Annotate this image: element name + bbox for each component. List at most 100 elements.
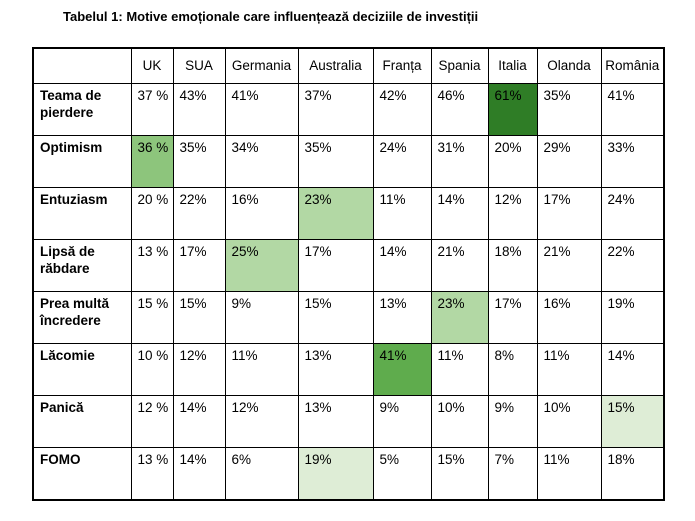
row-label: Panică	[32, 395, 132, 448]
column-header-spania: Spania	[430, 47, 489, 84]
highlighted-value-cell: 19%	[297, 447, 374, 500]
value-cell: 24%	[372, 135, 432, 188]
value-cell: 42%	[372, 83, 432, 136]
highlighted-value-cell: 23%	[297, 187, 374, 240]
value-cell: 16%	[536, 291, 602, 344]
value-cell: 10 %	[130, 343, 174, 396]
value-cell: 37%	[297, 83, 374, 136]
row-label: Prea multă încredere	[32, 291, 132, 344]
column-header-germania: Germania	[224, 47, 299, 84]
value-cell: 11%	[372, 187, 432, 240]
value-cell: 35%	[297, 135, 374, 188]
value-cell: 6%	[224, 447, 299, 500]
value-cell: 5%	[372, 447, 432, 500]
value-cell: 14%	[372, 239, 432, 292]
highlighted-value-cell: 23%	[430, 291, 489, 344]
value-cell: 20 %	[130, 187, 174, 240]
table-row: Lăcomie 10 % 12% 11% 13% 41% 11% 8% 11% 14%	[32, 343, 665, 396]
value-cell: 12 %	[130, 395, 174, 448]
table-row: FOMO 13 % 14% 6% 19% 5% 15% 7% 11% 18%	[32, 447, 665, 500]
column-header-românia: România	[600, 47, 665, 84]
value-cell: 31%	[430, 135, 489, 188]
highlighted-value-cell: 36 %	[130, 135, 174, 188]
value-cell: 13 %	[130, 239, 174, 292]
value-cell: 11%	[536, 343, 602, 396]
value-cell: 7%	[487, 447, 538, 500]
value-cell: 15%	[430, 447, 489, 500]
value-cell: 15%	[297, 291, 374, 344]
value-cell: 24%	[600, 187, 665, 240]
value-cell: 17%	[487, 291, 538, 344]
value-cell: 16%	[224, 187, 299, 240]
value-cell: 14%	[172, 395, 226, 448]
table-row: Optimism 36 % 35% 34% 35% 24% 31% 20% 29% 33%	[32, 135, 665, 188]
value-cell: 43%	[172, 83, 226, 136]
table-title: Tabelul 1: Motive emoționale care influe…	[63, 9, 479, 24]
column-header-italia: Italia	[487, 47, 538, 84]
column-header-australia: Australia	[297, 47, 374, 84]
value-cell: 41%	[600, 83, 665, 136]
table-row: Lipsă de răbdare 13 % 17% 25% 17% 14% 21% 18% 21…	[32, 239, 665, 292]
value-cell: 14%	[430, 187, 489, 240]
header-row: UK SUA Germania Australia Franța Spania Italia…	[32, 47, 665, 84]
value-cell: 10%	[430, 395, 489, 448]
value-cell: 46%	[430, 83, 489, 136]
value-cell: 17%	[297, 239, 374, 292]
value-cell: 11%	[536, 447, 602, 500]
value-cell: 8%	[487, 343, 538, 396]
column-header-franța: Franța	[372, 47, 432, 84]
row-label: Lăcomie	[32, 343, 132, 396]
value-cell: 12%	[172, 343, 226, 396]
value-cell: 18%	[487, 239, 538, 292]
highlighted-value-cell: 41%	[372, 343, 432, 396]
row-label: Lipsă de răbdare	[32, 239, 132, 292]
value-cell: 15 %	[130, 291, 174, 344]
value-cell: 17%	[536, 187, 602, 240]
corner-cell	[32, 47, 132, 84]
table-row: Panică 12 % 14% 12% 13% 9% 10% 9% 10% 15%	[32, 395, 665, 448]
column-header-olanda: Olanda	[536, 47, 602, 84]
emotions-investment-table: UK SUA Germania Australia Franța Spania Italia…	[32, 47, 665, 501]
row-label: FOMO	[32, 447, 132, 500]
value-cell: 14%	[172, 447, 226, 500]
value-cell: 11%	[224, 343, 299, 396]
value-cell: 11%	[430, 343, 489, 396]
value-cell: 21%	[430, 239, 489, 292]
value-cell: 9%	[487, 395, 538, 448]
value-cell: 13%	[297, 395, 374, 448]
table-row: Teama de pierdere 37 % 43% 41% 37% 42% 46% 61% 3…	[32, 83, 665, 136]
column-header-sua: SUA	[172, 47, 226, 84]
value-cell: 35%	[536, 83, 602, 136]
value-cell: 37 %	[130, 83, 174, 136]
value-cell: 22%	[172, 187, 226, 240]
value-cell: 13%	[297, 343, 374, 396]
value-cell: 21%	[536, 239, 602, 292]
row-label: Entuziasm	[32, 187, 132, 240]
value-cell: 12%	[487, 187, 538, 240]
value-cell: 41%	[224, 83, 299, 136]
value-cell: 33%	[600, 135, 665, 188]
value-cell: 14%	[600, 343, 665, 396]
highlighted-value-cell: 15%	[600, 395, 665, 448]
table-row: Prea multă încredere 15 % 15% 9% 15% 13% 23% 17…	[32, 291, 665, 344]
table-body: Teama de pierdere 37 % 43% 41% 37% 42% 46% 61% 3…	[32, 83, 665, 500]
value-cell: 35%	[172, 135, 226, 188]
row-label: Optimism	[32, 135, 132, 188]
value-cell: 20%	[487, 135, 538, 188]
column-header-uk: UK	[130, 47, 174, 84]
value-cell: 10%	[536, 395, 602, 448]
highlighted-value-cell: 61%	[487, 83, 538, 136]
value-cell: 17%	[172, 239, 226, 292]
value-cell: 34%	[224, 135, 299, 188]
value-cell: 18%	[600, 447, 665, 500]
value-cell: 12%	[224, 395, 299, 448]
value-cell: 29%	[536, 135, 602, 188]
value-cell: 9%	[372, 395, 432, 448]
row-label: Teama de pierdere	[32, 83, 132, 136]
value-cell: 19%	[600, 291, 665, 344]
value-cell: 13 %	[130, 447, 174, 500]
value-cell: 13%	[372, 291, 432, 344]
value-cell: 15%	[172, 291, 226, 344]
highlighted-value-cell: 25%	[224, 239, 299, 292]
